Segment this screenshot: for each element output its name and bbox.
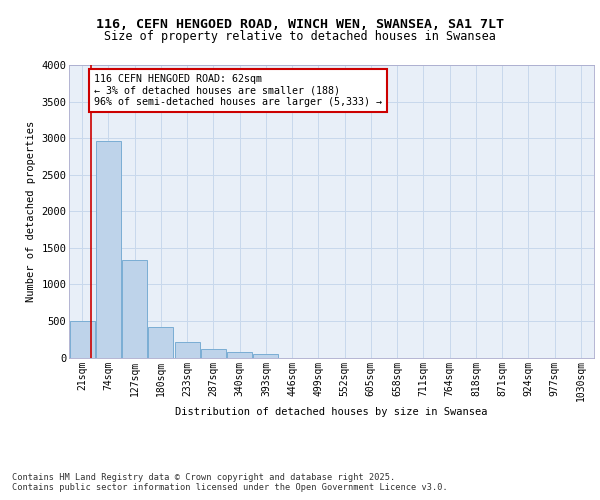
Y-axis label: Number of detached properties: Number of detached properties <box>26 120 35 302</box>
Bar <box>227 352 252 358</box>
Text: 116 CEFN HENGOED ROAD: 62sqm
← 3% of detached houses are smaller (188)
96% of se: 116 CEFN HENGOED ROAD: 62sqm ← 3% of det… <box>94 74 382 107</box>
X-axis label: Distribution of detached houses by size in Swansea: Distribution of detached houses by size … <box>175 407 488 417</box>
Bar <box>70 321 95 358</box>
Text: 116, CEFN HENGOED ROAD, WINCH WEN, SWANSEA, SA1 7LT: 116, CEFN HENGOED ROAD, WINCH WEN, SWANS… <box>96 18 504 30</box>
Bar <box>201 350 226 358</box>
Bar <box>96 141 121 358</box>
Bar <box>253 354 278 358</box>
Text: Size of property relative to detached houses in Swansea: Size of property relative to detached ho… <box>104 30 496 43</box>
Bar <box>148 327 173 358</box>
Text: Contains HM Land Registry data © Crown copyright and database right 2025.
Contai: Contains HM Land Registry data © Crown c… <box>12 472 448 492</box>
Bar <box>122 260 147 358</box>
Bar <box>175 342 200 357</box>
